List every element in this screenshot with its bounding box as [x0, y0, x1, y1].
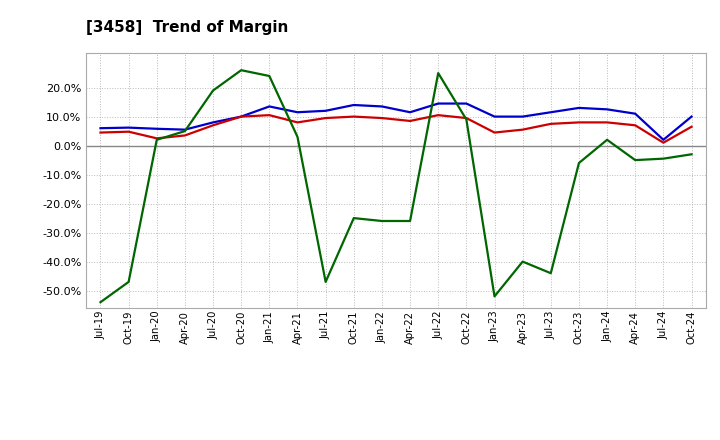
Ordinary Income — [518, 114, 527, 119]
Ordinary Income — [181, 127, 189, 132]
Ordinary Income — [575, 105, 583, 110]
Ordinary Income — [96, 125, 105, 131]
Ordinary Income — [406, 110, 415, 115]
Ordinary Income — [125, 125, 133, 130]
Operating Cashflow — [406, 218, 415, 224]
Operating Cashflow — [96, 300, 105, 305]
Operating Cashflow — [631, 158, 639, 163]
Ordinary Income — [490, 114, 499, 119]
Operating Cashflow — [125, 279, 133, 285]
Ordinary Income — [293, 110, 302, 115]
Net Income — [406, 118, 415, 124]
Net Income — [209, 123, 217, 128]
Operating Cashflow — [518, 259, 527, 264]
Net Income — [153, 136, 161, 141]
Operating Cashflow — [349, 216, 358, 221]
Operating Cashflow — [181, 128, 189, 134]
Operating Cashflow — [490, 294, 499, 299]
Net Income — [603, 120, 611, 125]
Net Income — [518, 127, 527, 132]
Net Income — [96, 130, 105, 135]
Operating Cashflow — [659, 156, 667, 161]
Ordinary Income — [687, 114, 696, 119]
Net Income — [575, 120, 583, 125]
Net Income — [349, 114, 358, 119]
Operating Cashflow — [293, 134, 302, 139]
Text: [3458]  Trend of Margin: [3458] Trend of Margin — [86, 20, 289, 35]
Ordinary Income — [265, 104, 274, 109]
Ordinary Income — [153, 126, 161, 132]
Ordinary Income — [377, 104, 386, 109]
Operating Cashflow — [603, 137, 611, 143]
Net Income — [546, 121, 555, 126]
Operating Cashflow — [209, 88, 217, 93]
Operating Cashflow — [237, 68, 246, 73]
Operating Cashflow — [546, 271, 555, 276]
Operating Cashflow — [462, 117, 471, 122]
Operating Cashflow — [687, 152, 696, 157]
Net Income — [265, 113, 274, 118]
Operating Cashflow — [265, 73, 274, 79]
Net Income — [462, 115, 471, 121]
Ordinary Income — [462, 101, 471, 106]
Ordinary Income — [631, 111, 639, 116]
Line: Ordinary Income: Ordinary Income — [101, 103, 691, 140]
Ordinary Income — [209, 120, 217, 125]
Ordinary Income — [321, 108, 330, 114]
Operating Cashflow — [377, 218, 386, 224]
Operating Cashflow — [575, 160, 583, 165]
Line: Operating Cashflow: Operating Cashflow — [101, 70, 691, 302]
Net Income — [687, 124, 696, 129]
Net Income — [125, 129, 133, 134]
Operating Cashflow — [153, 137, 161, 143]
Net Income — [434, 113, 443, 118]
Line: Net Income: Net Income — [101, 115, 691, 143]
Net Income — [293, 120, 302, 125]
Net Income — [377, 115, 386, 121]
Net Income — [659, 140, 667, 145]
Ordinary Income — [603, 107, 611, 112]
Net Income — [490, 130, 499, 135]
Net Income — [181, 133, 189, 138]
Net Income — [631, 123, 639, 128]
Net Income — [237, 114, 246, 119]
Ordinary Income — [546, 110, 555, 115]
Operating Cashflow — [434, 70, 443, 76]
Operating Cashflow — [321, 279, 330, 285]
Ordinary Income — [659, 137, 667, 143]
Ordinary Income — [237, 114, 246, 119]
Ordinary Income — [434, 101, 443, 106]
Ordinary Income — [349, 103, 358, 108]
Net Income — [321, 115, 330, 121]
